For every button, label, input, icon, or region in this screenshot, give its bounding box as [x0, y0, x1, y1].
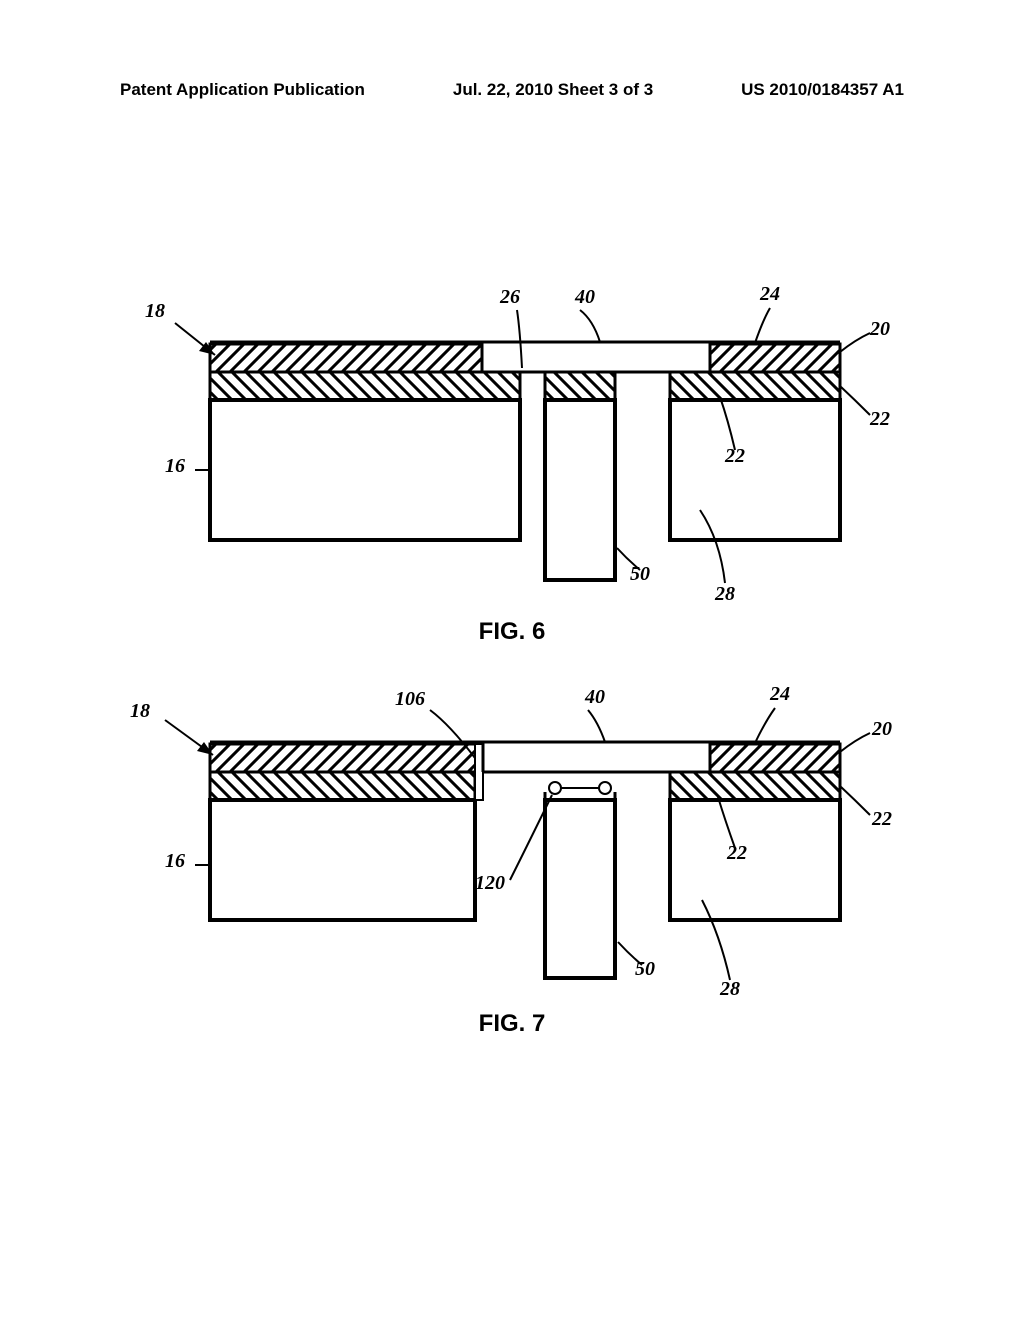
header-center: Jul. 22, 2010 Sheet 3 of 3 — [453, 80, 653, 100]
page-header: Patent Application Publication Jul. 22, … — [0, 80, 1024, 100]
ref-22b-7: 22 — [727, 842, 747, 865]
ref-20: 20 — [870, 318, 890, 341]
figure-7-svg — [0, 680, 1024, 1020]
ref-22b: 22 — [725, 445, 745, 468]
ref-28-7: 28 — [720, 978, 740, 1001]
ref-18-7: 18 — [130, 700, 150, 723]
figure-6-label: FIG. 6 — [0, 618, 1024, 646]
ref-26: 26 — [500, 286, 520, 309]
ref-22a: 22 — [870, 408, 890, 431]
ref-50-7: 50 — [635, 958, 655, 981]
ref-28: 28 — [715, 583, 735, 606]
ref-40: 40 — [575, 286, 595, 309]
ref-16: 16 — [165, 455, 185, 478]
figure-7-label: FIG. 7 — [0, 1010, 1024, 1038]
figure-7: 18 106 40 24 20 22 22 16 120 50 28 — [0, 680, 1024, 1020]
ref-20-7: 20 — [872, 718, 892, 741]
figure-6: 18 26 40 24 20 22 22 16 50 28 — [0, 280, 1024, 620]
ref-40-7: 40 — [585, 686, 605, 709]
ref-22a-7: 22 — [872, 808, 892, 831]
ref-106: 106 — [395, 688, 425, 711]
ref-50: 50 — [630, 563, 650, 586]
ref-120: 120 — [475, 872, 505, 895]
ref-24-7: 24 — [770, 683, 790, 706]
header-left: Patent Application Publication — [120, 80, 365, 100]
header-right: US 2010/0184357 A1 — [741, 80, 904, 100]
ref-24: 24 — [760, 283, 780, 306]
ref-16-7: 16 — [165, 850, 185, 873]
ref-18: 18 — [145, 300, 165, 323]
